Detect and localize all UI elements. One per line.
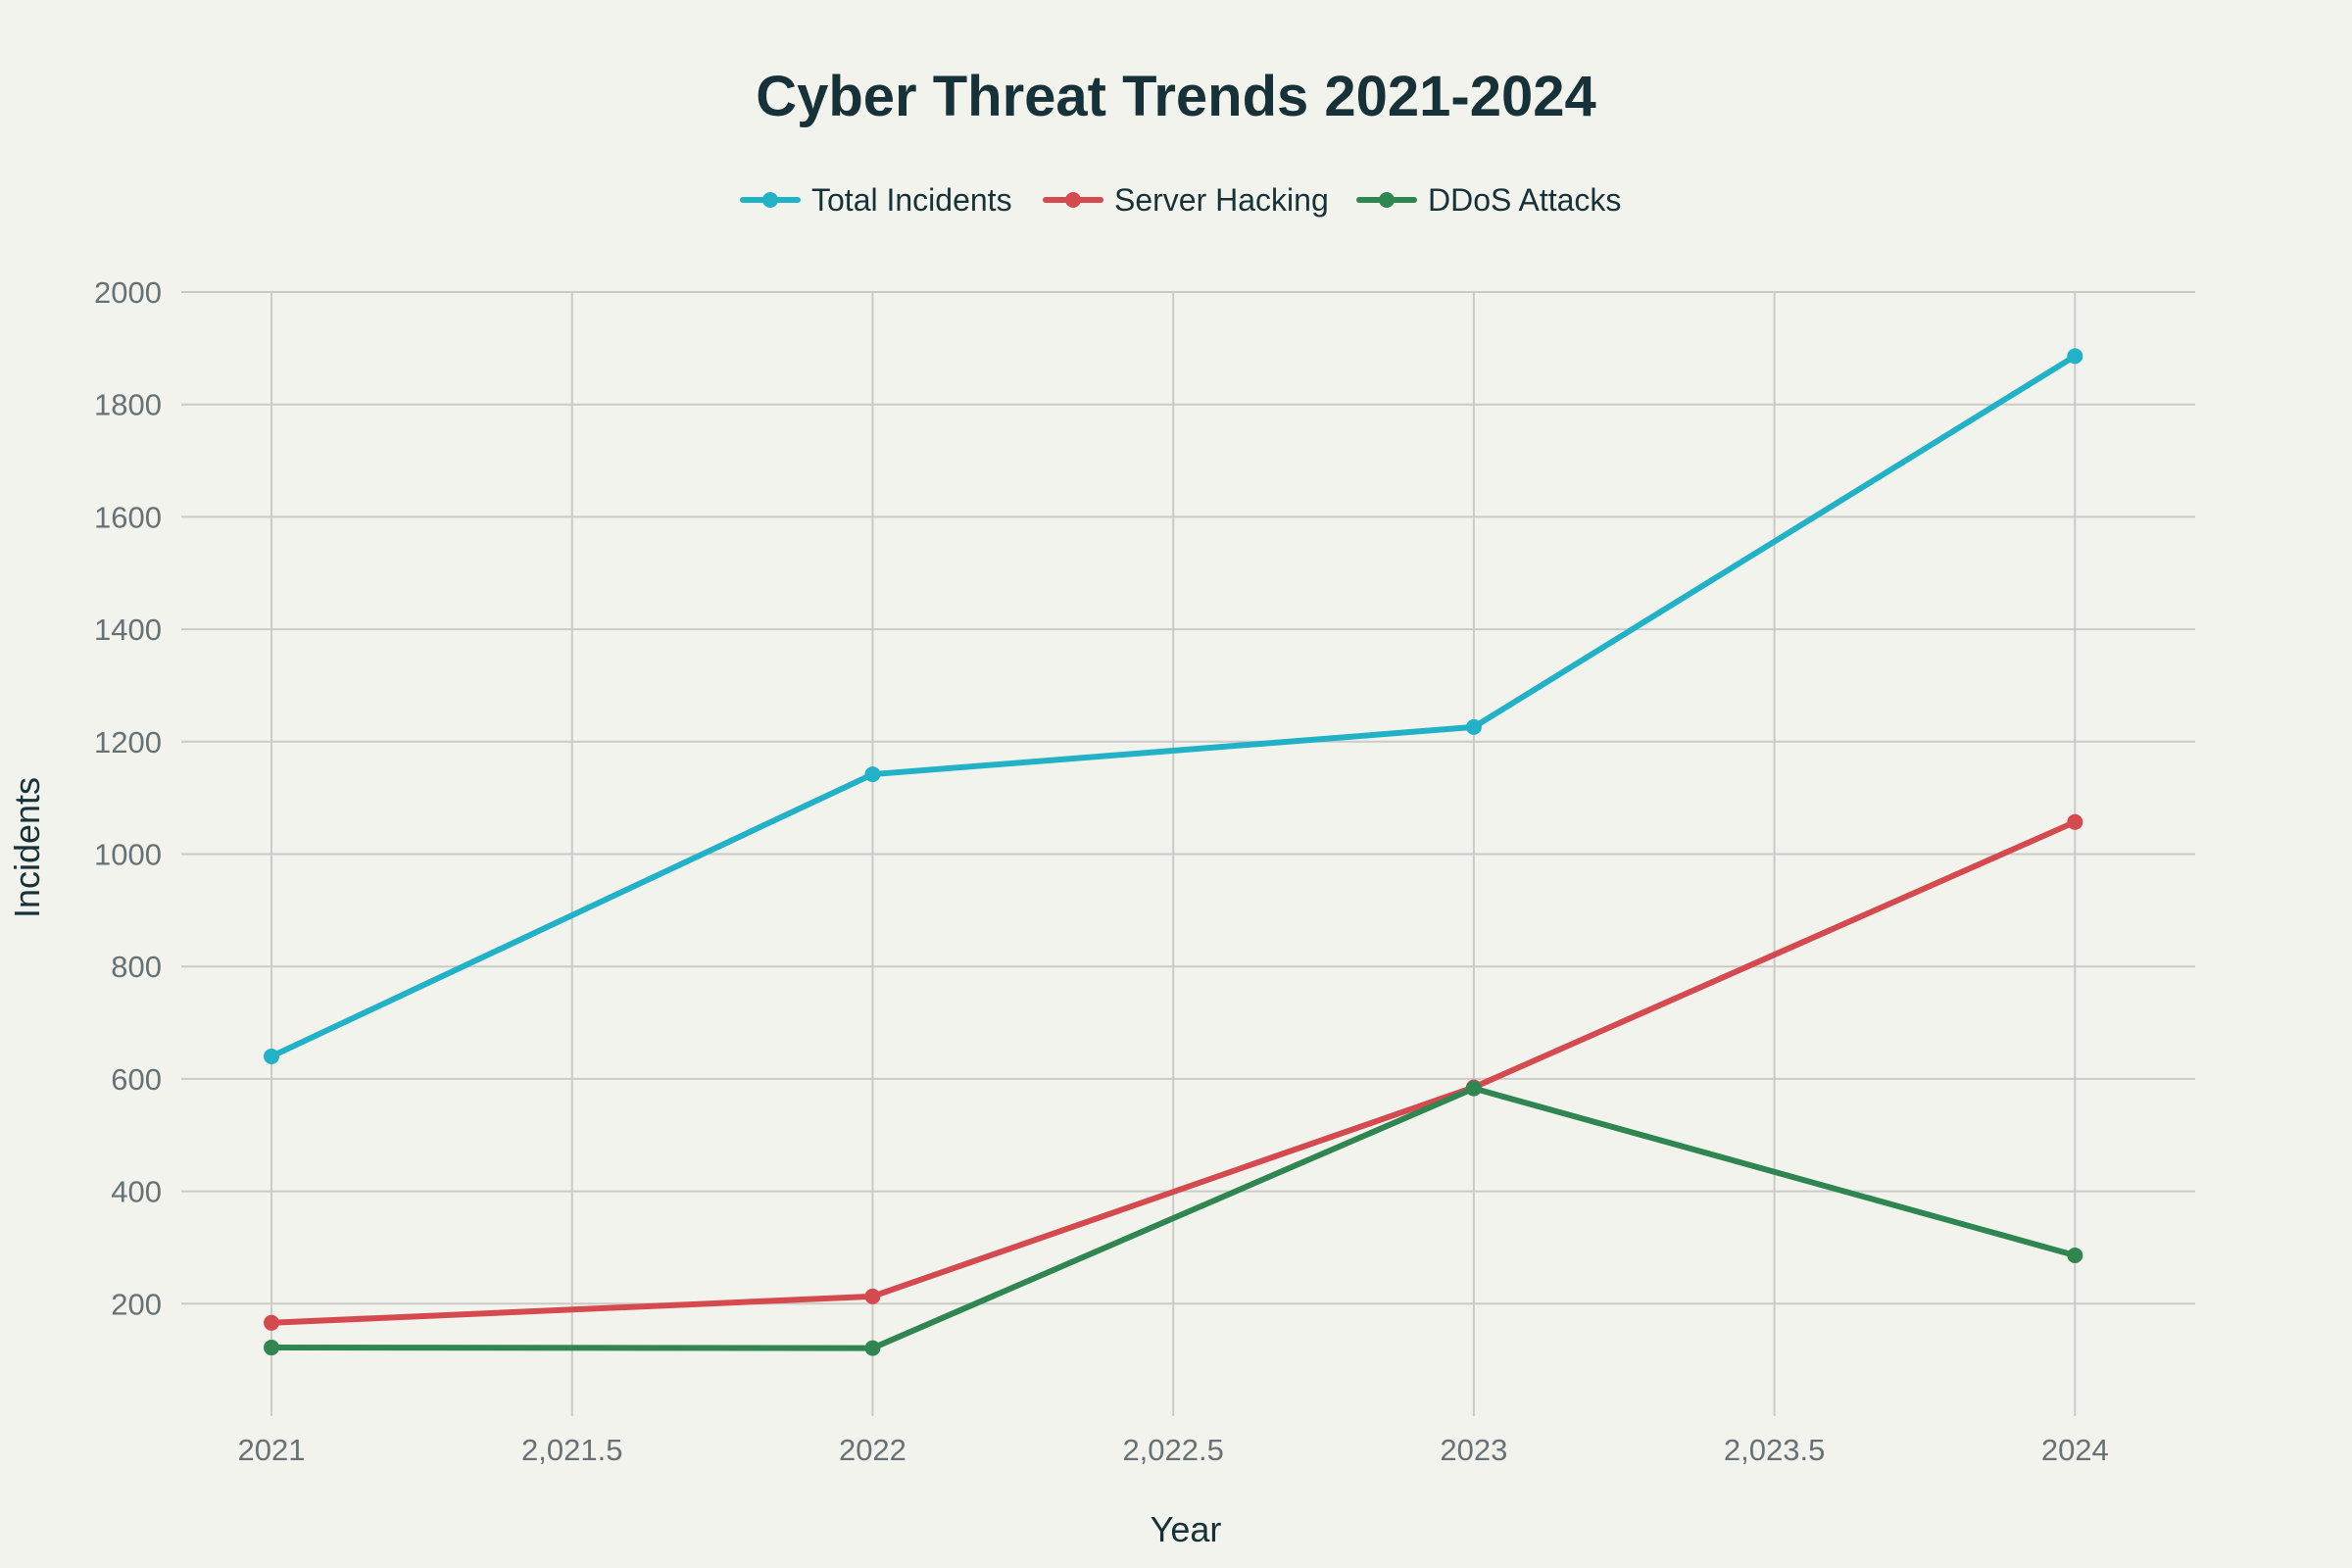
series-line-0 [269,353,2079,1059]
x-tick-label: 2021 [238,1433,306,1467]
legend-swatch-marker [762,192,778,208]
data-point-2-0 [264,1340,280,1356]
series-lines [269,353,2079,1351]
data-point-0-2 [1465,718,1482,735]
y-tick-label: 600 [111,1062,162,1097]
y-tick-label: 1600 [94,500,162,534]
data-point-1-3 [2067,813,2083,830]
x-tick-label: 2,021.5 [521,1433,622,1467]
series-line-1 [269,818,2079,1326]
legend-label: Total Incidents [811,182,1012,218]
axis-ticks: 2021 2,021.5 2022 2,022.5 2023 2,023.5 2024 200… [94,275,2109,1467]
data-point-1-1 [864,1288,881,1304]
x-tick-label: 2022 [839,1433,906,1467]
y-tick-label: 2000 [94,275,162,310]
y-tick-label: 200 [111,1287,162,1321]
y-tick-label: 1800 [94,388,162,422]
series-line-2 [269,1085,2079,1351]
data-point-0-0 [264,1048,280,1064]
legend-swatch-marker [1065,192,1081,208]
data-point-1-0 [264,1314,280,1331]
gridlines [181,291,2195,1416]
legend: Total Incidents Server Hacking DDoS Attack… [740,182,1621,218]
x-tick-label: 2024 [2041,1433,2109,1467]
chart-title: Cyber Threat Trends 2021-2024 [756,65,1596,128]
x-tick-label: 2,022.5 [1122,1433,1223,1467]
data-point-2-1 [864,1340,881,1356]
y-tick-label: 1200 [94,725,162,760]
x-axis-title: Year [1151,1509,1222,1549]
data-point-0-1 [864,766,881,783]
x-tick-label: 2023 [1440,1433,1507,1467]
data-point-0-3 [2067,348,2083,365]
legend-swatch-marker [1379,192,1395,208]
series-points [264,348,2083,1356]
legend-label: DDoS Attacks [1428,182,1621,218]
y-tick-label: 800 [111,950,162,984]
y-tick-label: 1000 [94,838,162,872]
y-tick-label: 1400 [94,612,162,647]
x-tick-label: 2,023.5 [1724,1433,1825,1467]
legend-label: Server Hacking [1114,182,1329,218]
data-point-2-2 [1465,1080,1482,1097]
y-axis-title: Incidents [7,777,47,918]
y-tick-label: 400 [111,1175,162,1209]
data-point-2-3 [2067,1247,2083,1263]
